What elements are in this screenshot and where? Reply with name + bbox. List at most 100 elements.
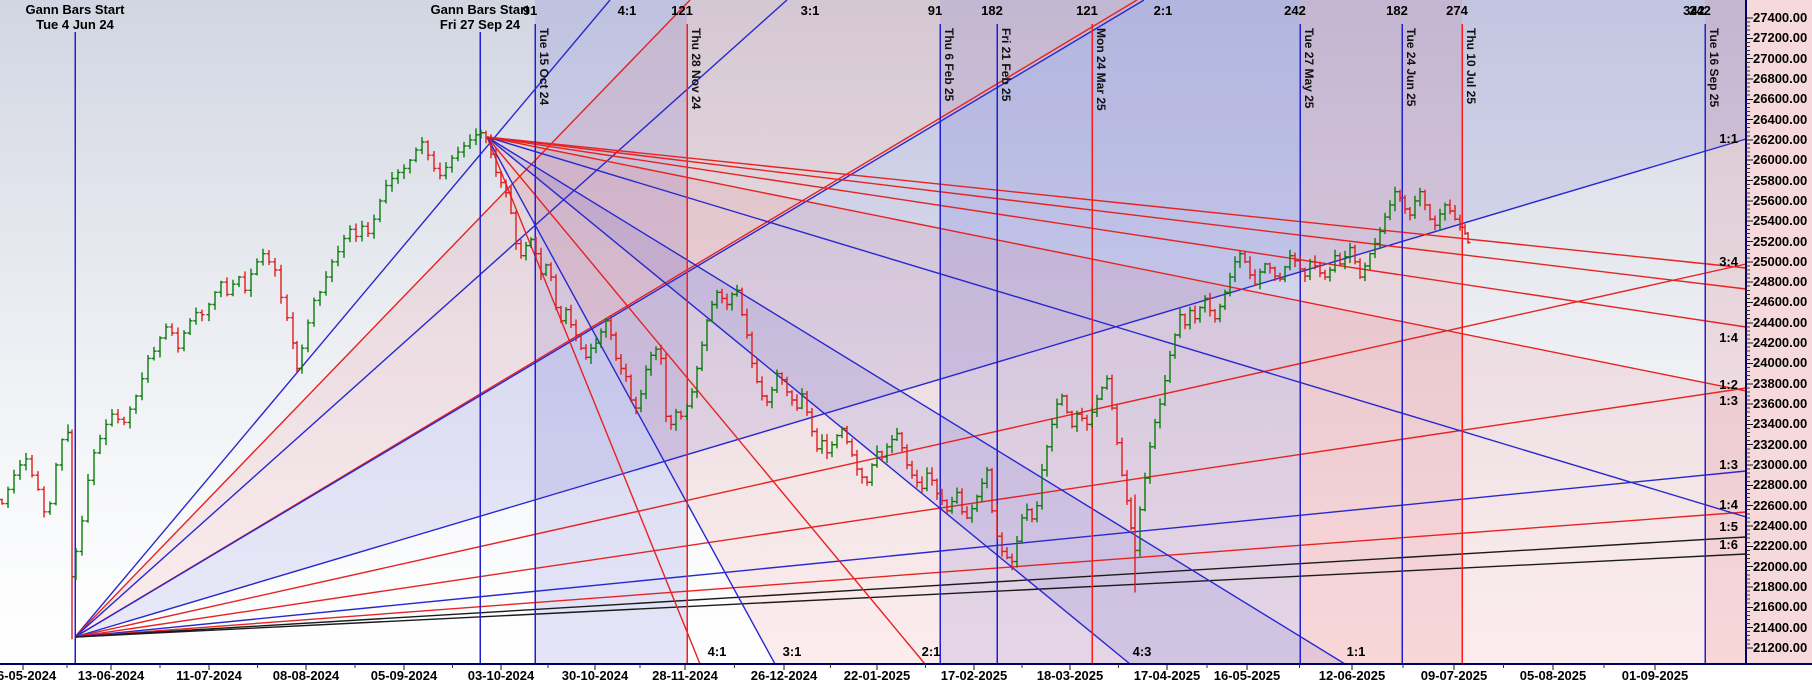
gann-fan-line-1:1[interactable] xyxy=(486,136,1346,665)
ohlc-bar xyxy=(774,369,780,393)
gann-fan-line-2:1[interactable] xyxy=(74,0,1145,638)
ohlc-bar xyxy=(1372,238,1378,259)
gann-fan-line-1:1[interactable] xyxy=(74,138,1747,638)
ohlc-bar xyxy=(1297,255,1303,271)
ohlc-bar xyxy=(461,141,467,158)
ohlc-bar xyxy=(1437,208,1443,231)
ohlc-bar xyxy=(1367,252,1373,270)
ohlc-bar xyxy=(764,394,770,407)
ohlc-bar xyxy=(443,162,449,180)
ohlc-bar xyxy=(593,338,599,354)
ohlc-bar xyxy=(573,319,579,342)
ohlc-bar xyxy=(69,429,75,640)
cycle-band-blue xyxy=(940,0,1300,664)
ohlc-bar xyxy=(254,258,260,276)
ohlc-bar xyxy=(533,236,539,259)
ohlc-bar xyxy=(1332,249,1338,273)
gann-fan-line-3:1[interactable] xyxy=(74,0,788,638)
ohlc-bar xyxy=(407,159,413,174)
ohlc-bar xyxy=(678,410,684,420)
ohlc-bar xyxy=(834,434,840,449)
gann-fan-line-aux[interactable] xyxy=(74,0,691,638)
ohlc-bar xyxy=(1337,252,1343,266)
ohlc-bar xyxy=(689,388,695,409)
ohlc-bar xyxy=(103,419,109,446)
gann-fan-line-1:2[interactable] xyxy=(486,136,1747,518)
ohlc-bar xyxy=(1327,266,1333,282)
gann-fan-line-1:4[interactable] xyxy=(74,511,1747,638)
ohlc-bar xyxy=(11,469,17,494)
ohlc-bar xyxy=(79,515,85,556)
ohlc-bar xyxy=(543,263,549,277)
gann-fan-line-1:5[interactable] xyxy=(74,536,1747,638)
ohlc-bar xyxy=(97,434,103,455)
ohlc-bar xyxy=(1212,308,1218,323)
ohlc-bar xyxy=(884,443,890,463)
ohlc-bar xyxy=(419,137,425,155)
ohlc-bar xyxy=(1157,398,1163,429)
ohlc-bar xyxy=(1054,398,1060,429)
ohlc-bar xyxy=(729,292,735,311)
ohlc-bar xyxy=(779,372,785,385)
ohlc-bar xyxy=(73,548,79,580)
ohlc-bar xyxy=(284,294,290,321)
ohlc-bar xyxy=(1202,295,1208,313)
ohlc-bar xyxy=(85,474,91,523)
ohlc-bar xyxy=(1232,256,1238,283)
ohlc-bar xyxy=(248,268,254,297)
ohlc-bar xyxy=(193,307,199,325)
gann-fan-line-1:3[interactable] xyxy=(486,136,1747,392)
gann-fan-line-3:4[interactable] xyxy=(74,263,1747,638)
ohlc-bar xyxy=(869,463,875,486)
ohlc-bar xyxy=(1377,227,1383,250)
ohlc-bar xyxy=(1237,250,1243,268)
ohlc-bar xyxy=(1407,207,1413,221)
gann-fan-line-1:5[interactable] xyxy=(486,136,1747,290)
ohlc-bar xyxy=(994,504,1000,539)
ohlc-bar xyxy=(889,435,895,454)
gann-fan-line-1:2[interactable] xyxy=(74,387,1747,638)
ohlc-bar xyxy=(1312,255,1318,270)
ohlc-bar xyxy=(335,245,341,267)
ohlc-bar xyxy=(299,344,305,374)
gann-fan-line-4:1[interactable] xyxy=(486,136,701,665)
ohlc-bar xyxy=(35,471,41,491)
gann-fan-line-1:4[interactable] xyxy=(486,136,1747,328)
ohlc-bar xyxy=(1382,212,1388,235)
gann-fan-line-2:1[interactable] xyxy=(486,136,926,665)
ohlc-bar xyxy=(1347,242,1353,264)
ohlc-bar xyxy=(1302,267,1308,282)
gann-fan-line-4:3[interactable] xyxy=(486,136,1131,665)
ohlc-bar xyxy=(29,455,35,478)
ohlc-bar xyxy=(954,487,960,504)
ohlc-bar xyxy=(769,386,775,409)
ohlc-bar xyxy=(824,434,830,460)
ohlc-bar xyxy=(1412,195,1418,219)
gann-fan-line-1:6[interactable] xyxy=(486,136,1747,269)
ohlc-bar xyxy=(145,355,151,383)
ohlc-bar xyxy=(17,460,23,480)
ohlc-bar xyxy=(749,331,755,368)
ohlc-bar xyxy=(1447,199,1453,215)
ohlc-bar xyxy=(1014,536,1020,568)
ohlc-bar xyxy=(1392,186,1398,212)
gann-fan-line-1:6[interactable] xyxy=(74,553,1747,638)
ohlc-bar xyxy=(754,358,760,384)
ohlc-bar xyxy=(163,323,169,340)
ohlc-bar xyxy=(323,271,329,296)
ohlc-bar xyxy=(909,460,915,479)
ohlc-bar xyxy=(347,225,353,243)
ohlc-bar xyxy=(854,450,860,476)
ohlc-bar xyxy=(498,171,504,188)
gann-fan-line-4:1[interactable] xyxy=(74,0,611,638)
ohlc-bar xyxy=(236,275,242,288)
ohlc-bar xyxy=(377,198,383,223)
ohlc-bar xyxy=(1272,266,1278,281)
ohlc-bar xyxy=(653,346,659,361)
ohlc-bar xyxy=(1004,547,1010,560)
ohlc-bar xyxy=(294,341,300,373)
gann-fan-line-1:3[interactable] xyxy=(74,470,1747,638)
ohlc-bar xyxy=(359,220,365,242)
